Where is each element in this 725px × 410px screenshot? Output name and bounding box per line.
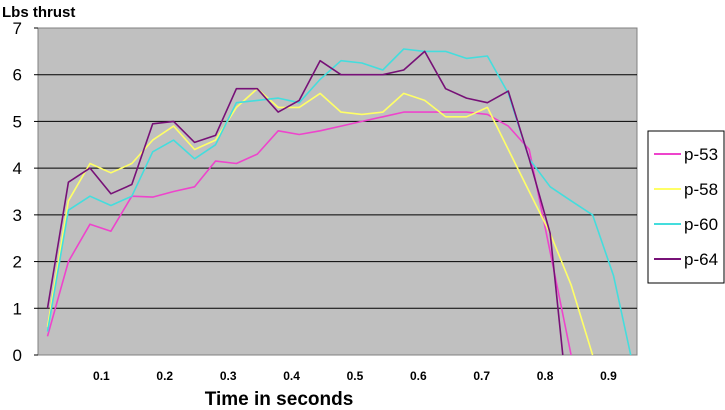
series-line-p-60 bbox=[46, 48, 632, 356]
y-axis-ticks: 0 1 2 3 4 5 6 7 bbox=[13, 19, 38, 365]
x-tick-label: 0.4 bbox=[283, 369, 300, 383]
plot-area bbox=[37, 27, 638, 356]
y-tick-label: 4 bbox=[13, 159, 22, 178]
legend-label-p-58: p-58 bbox=[684, 180, 718, 199]
legend: p-53 p-58 p-60 p-64 bbox=[647, 130, 725, 284]
series-lines bbox=[46, 48, 632, 356]
y-tick-label: 1 bbox=[13, 299, 22, 318]
legend-label-p-60: p-60 bbox=[684, 215, 718, 234]
x-tick-label: 0.6 bbox=[410, 369, 427, 383]
y-tick-label: 2 bbox=[13, 253, 22, 272]
y-axis-title: Lbs thrust bbox=[2, 4, 75, 21]
y-tick-label: 3 bbox=[13, 206, 22, 225]
y-tick-label: 5 bbox=[13, 112, 22, 131]
x-tick-label: 0.2 bbox=[156, 369, 173, 383]
legend-label-p-64: p-64 bbox=[684, 250, 718, 269]
series-line-p-58 bbox=[46, 87, 594, 356]
y-tick-label: 0 bbox=[13, 346, 22, 365]
y-tick-label: 6 bbox=[13, 66, 22, 85]
x-tick-label: 0.7 bbox=[473, 369, 490, 383]
x-tick-label: 0.8 bbox=[537, 369, 554, 383]
x-tick-label: 0.9 bbox=[600, 369, 617, 383]
x-tick-label: 0.3 bbox=[220, 369, 237, 383]
series-line-p-64 bbox=[46, 50, 564, 356]
series-line-p-53 bbox=[46, 111, 572, 356]
legend-box bbox=[647, 130, 725, 284]
legend-label-p-53: p-53 bbox=[684, 145, 718, 164]
legend-entries: p-53 p-58 p-60 p-64 bbox=[654, 145, 718, 269]
x-axis-ticks: 0.1 0.2 0.3 0.4 0.5 0.6 0.7 0.8 0.9 bbox=[93, 369, 617, 383]
x-tick-label: 0.5 bbox=[347, 369, 364, 383]
x-axis-title: Time in seconds bbox=[205, 389, 354, 410]
x-tick-label: 0.1 bbox=[93, 369, 110, 383]
y-tick-label: 7 bbox=[13, 19, 22, 38]
